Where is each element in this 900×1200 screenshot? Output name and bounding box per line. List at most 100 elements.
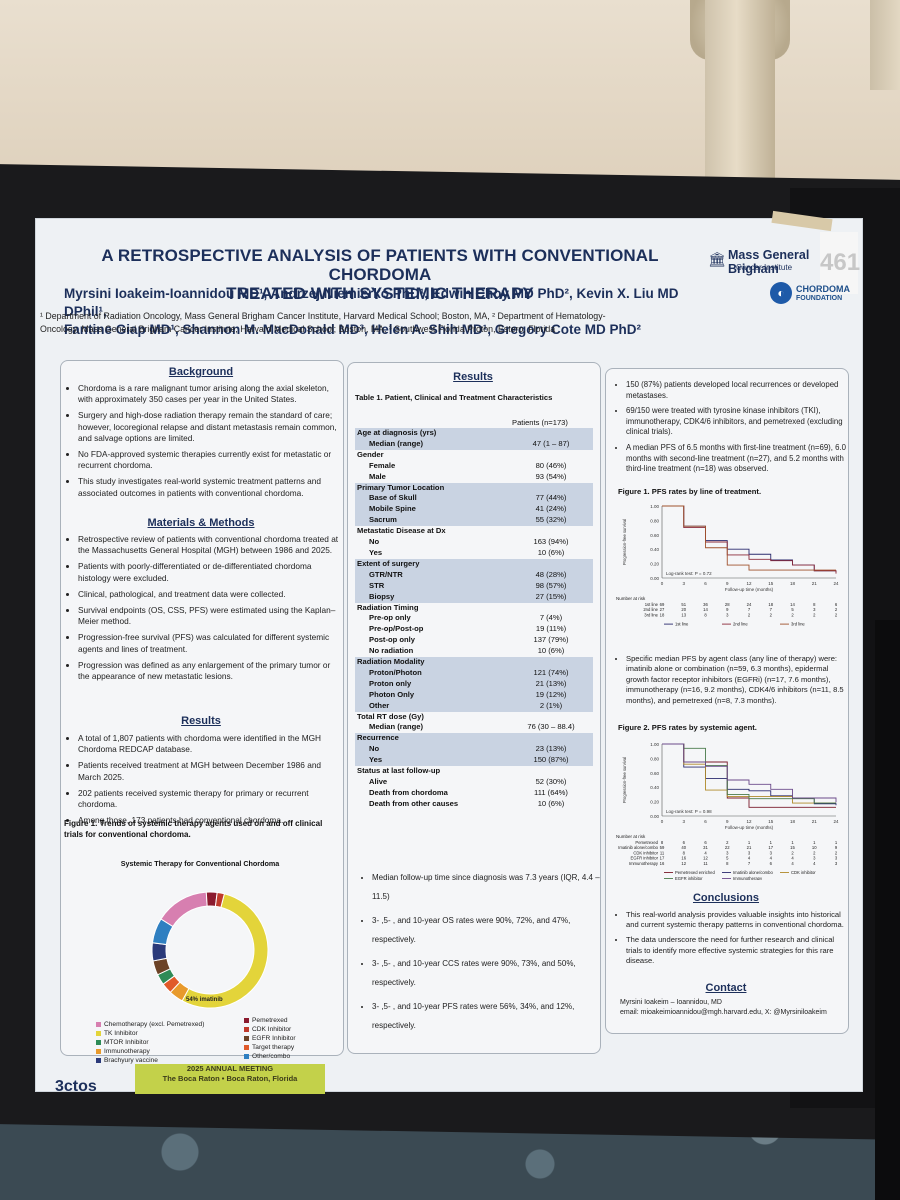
risk-cell: 6 [704, 840, 707, 845]
risk-cell: 3 [726, 850, 729, 855]
table-cell-value [509, 733, 593, 745]
list-item: Clinical, pathological, and treatment da… [78, 589, 344, 600]
table-cell-value: 10 (6%) [537, 547, 565, 557]
table-cell-value [509, 428, 593, 439]
title-line-1: A RETROSPECTIVE ANALYSIS OF PATIENTS WIT… [101, 246, 659, 284]
title-line-2: TREATED WITH SYSTEMIC THERAPY [226, 284, 534, 303]
risk-cell: 8 [704, 612, 707, 617]
chordoma-logo-icon: ◐ [770, 282, 792, 304]
table-cell-label: Photon Only [355, 689, 509, 701]
table-cell-value: 76 (30 – 88.4) [527, 722, 575, 732]
list-item: 69/150 were treated with tyrosine kinase… [626, 406, 852, 438]
table-cell-label: Sacrum [355, 515, 509, 527]
table-cell-value: 48 (28%) [509, 569, 593, 581]
table-row: STR 98 (57%) [355, 580, 593, 592]
table-cell-value: 121 (74%) [509, 667, 593, 679]
table-cell-label: No [355, 744, 509, 756]
affil-line-1: ¹ Department of Radiation Oncology, Mass… [40, 311, 606, 321]
conclusions-list: This real-world analysis provides valuab… [614, 910, 852, 971]
legend-label: Immunotherapy [733, 876, 763, 880]
table-row: Radiation Timing [355, 603, 593, 614]
risk-cell: 9 [726, 607, 729, 612]
risk-cell: 2 [835, 612, 838, 617]
list-item: A median PFS of 6.5 months with first-li… [626, 443, 852, 475]
table-row: Base of Skull 77 (44%) [355, 493, 593, 505]
donut-slice [151, 942, 168, 962]
table-cell-value [509, 712, 593, 723]
list-item: No FDA-approved systemic therapies curre… [78, 449, 344, 471]
table-cell-label: Biopsy [355, 591, 509, 603]
list-item: Progression was defined as any enlargeme… [78, 660, 344, 682]
risk-cell: 4 [704, 850, 707, 855]
table-row: Yes 150 (87%) [355, 755, 593, 767]
mgb-logo: 🏛 Mass General Brigham Cancer Institute [708, 247, 858, 276]
risk-cell: 69 [660, 602, 665, 607]
table-row: No 23 (13%) [355, 744, 593, 756]
table-row: No radiation 10 (6%) [355, 646, 593, 657]
table-cell-value: 19 (12%) [509, 689, 593, 701]
results-list-left: A total of 1,807 patients with chordoma … [66, 733, 344, 831]
risk-cell: 6 [770, 861, 773, 866]
legend-item: EGFR Inhibitor [244, 1034, 339, 1043]
table-cell-value: 163 (94%) [533, 537, 569, 547]
list-item: Retrospective review of patients with co… [78, 534, 344, 556]
results-list-middle: Median follow-up time since diagnosis wa… [360, 868, 602, 1040]
legend-item: Chemotherapy (excl. Pemetrexed) [96, 1020, 216, 1029]
table-cell-value: 55 (32%) [509, 515, 593, 527]
table-cell-label: Mobile Spine [355, 504, 509, 516]
methods-heading: Materials & Methods [147, 517, 255, 529]
y-tick-label: 0.00 [650, 814, 659, 819]
table-row: Proton/Photon 121 (74%) [355, 667, 593, 679]
risk-cell: 3 [726, 612, 729, 617]
risk-cell: 28 [725, 602, 730, 607]
legend-label: Other/combo [252, 1053, 291, 1060]
table-row: Recurrence [355, 733, 593, 745]
risk-cell: 8 [661, 840, 664, 845]
risk-cell: 36 [703, 602, 708, 607]
risk-cell: 17 [660, 856, 665, 861]
table-row: Mobile Spine 41 (24%) [355, 504, 593, 516]
x-tick-label: 12 [746, 819, 752, 824]
x-tick-label: 21 [812, 819, 818, 824]
risk-cell: 6 [835, 602, 838, 607]
km-series-line [662, 743, 836, 804]
risk-cell: 17 [768, 845, 773, 850]
table-row: Radiation Modality [355, 657, 593, 668]
risk-cell: 16 [660, 861, 665, 866]
risk-cell: 2 [835, 607, 838, 612]
table-cell-label: Total RT dose (Gy) [357, 711, 424, 721]
authors-line-2: Fantine Giap MD¹, Shannon M. MacDonald M… [64, 322, 642, 337]
table-cell-label: Yes [369, 547, 383, 557]
risk-cell: 2 [813, 850, 816, 855]
table-cell-value: 23 (13%) [509, 744, 593, 756]
table-cell-value [509, 558, 593, 570]
legend-swatch [244, 1044, 249, 1050]
table-row: Alive 52 (30%) [355, 777, 593, 788]
table-cell-label: Primary Tumor Location [355, 482, 509, 494]
table-row: Metastatic Disease at Dx [355, 526, 593, 537]
booth-number: 461 [820, 232, 860, 294]
y-tick-label: 0.40 [650, 785, 659, 790]
authors: Myrsini Ioakeim-Ioannidou MD¹, Andrzej N… [64, 285, 724, 339]
contact-info: Myrsini Ioakeim – Ioannidou, MD email: m… [620, 998, 845, 1017]
x-tick-label: 18 [790, 581, 796, 586]
building-icon: 🏛 [708, 251, 726, 267]
fig1-caption: Figure 1. PFS rates by line of treatment… [618, 487, 762, 496]
list-item: Surgery and high-dose radiation therapy … [78, 410, 344, 444]
table-cell-label: Post-op only [369, 635, 415, 645]
table-cell-label: Radiation Modality [355, 657, 509, 668]
table-row: Proton only 21 (13%) [355, 678, 593, 690]
table-cell-label: Base of Skull [355, 493, 509, 505]
y-tick-label: 1.00 [650, 742, 659, 747]
x-tick-label: 24 [833, 581, 839, 586]
table-row: Pre-op/Post-op 19 (11%) [355, 624, 593, 635]
risk-cell: 4 [813, 861, 816, 866]
legend-swatch [244, 1035, 249, 1041]
risk-cell: 11 [703, 861, 708, 866]
table-row: Female 80 (46%) [355, 461, 593, 472]
poster-title: A RETROSPECTIVE ANALYSIS OF PATIENTS WIT… [50, 246, 710, 303]
table-cell-label: Death from other causes [369, 798, 459, 808]
risk-cell: 2 [791, 612, 794, 617]
ctos-logo: 3ctos [55, 1078, 97, 1095]
risk-cell: 2 [813, 612, 816, 617]
